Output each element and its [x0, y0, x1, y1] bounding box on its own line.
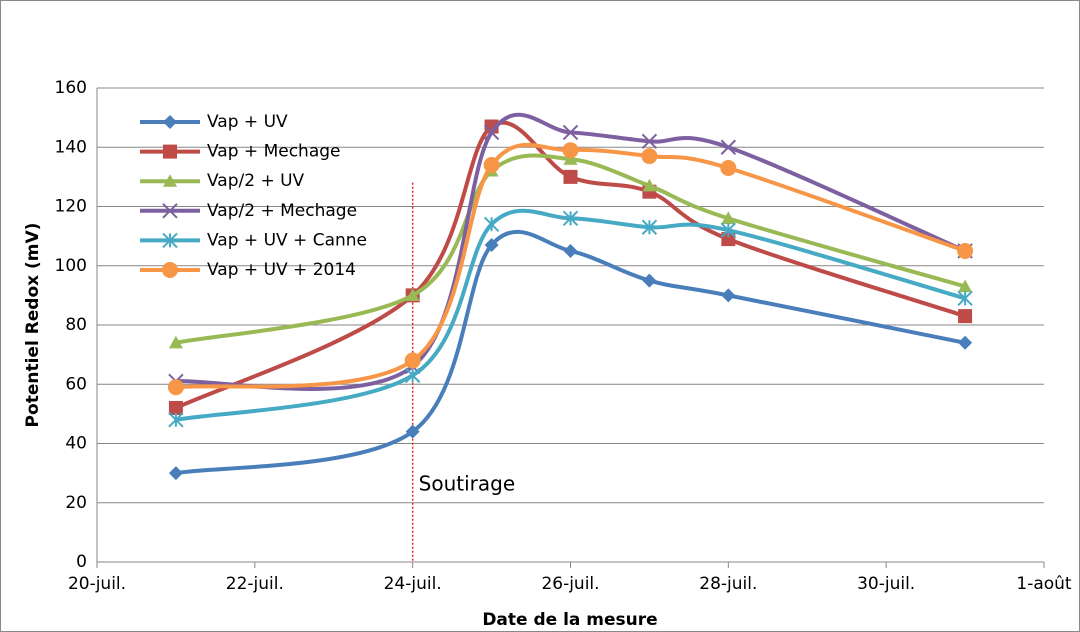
marker — [562, 142, 579, 159]
marker — [163, 115, 177, 129]
y-tick-label: 160 — [55, 78, 87, 98]
marker — [957, 290, 973, 307]
series-line — [175, 112, 966, 391]
marker — [405, 424, 420, 439]
y-tick-label: 60 — [65, 374, 87, 394]
marker — [721, 288, 736, 303]
y-tick-label: 140 — [55, 137, 87, 157]
marker — [484, 238, 499, 253]
x-tick-label: 1-août — [1016, 574, 1072, 594]
x-tick-label: 28-juil. — [699, 574, 757, 594]
legend-label: Vap + UV + Canne — [207, 230, 367, 250]
marker — [720, 159, 737, 176]
legend-label: Vap + UV — [207, 112, 288, 132]
marker — [562, 124, 579, 141]
series-line — [175, 153, 966, 345]
x-tick-label: 30-juil. — [857, 574, 915, 594]
x-axis-label: Date de la mesure — [482, 610, 657, 630]
marker — [168, 400, 183, 415]
legend-label: Vap + Mechage — [207, 142, 341, 162]
series-line — [175, 229, 966, 476]
x-tick-label: 22-juil. — [226, 574, 284, 594]
y-axis-label: Potentiel Redox (mV) — [23, 223, 43, 428]
marker — [958, 309, 973, 324]
y-tick-label: 120 — [55, 197, 87, 217]
marker — [721, 211, 736, 224]
marker — [958, 335, 973, 350]
marker — [563, 243, 578, 258]
x-tick-label: 24-juil. — [384, 574, 442, 594]
legend-label: Vap/2 + UV — [207, 171, 305, 191]
marker — [483, 216, 500, 232]
marker — [162, 203, 178, 219]
legend-label: Vap/2 + Mechage — [207, 201, 357, 221]
y-tick-label: 80 — [65, 315, 87, 335]
y-tick-label: 0 — [76, 552, 87, 572]
marker — [162, 232, 178, 249]
y-tick-label: 40 — [65, 434, 87, 454]
marker — [720, 139, 737, 155]
annotation-text: Soutirage — [419, 472, 515, 496]
marker — [168, 466, 183, 481]
marker — [641, 148, 658, 165]
marker — [404, 352, 421, 369]
marker — [720, 222, 737, 238]
marker — [563, 152, 578, 165]
marker — [405, 288, 420, 301]
x-tick-label: 26-juil. — [541, 574, 599, 594]
y-tick-label: 100 — [55, 256, 87, 276]
marker — [168, 335, 183, 349]
marker — [404, 367, 421, 384]
marker — [162, 262, 178, 278]
marker — [642, 273, 657, 288]
series-line — [175, 120, 966, 410]
x-tick-label: 20-juil. — [68, 574, 126, 594]
marker — [958, 279, 973, 293]
marker — [721, 232, 736, 247]
marker — [163, 174, 177, 187]
y-tick-label: 20 — [65, 493, 87, 513]
series-line — [175, 142, 966, 390]
marker — [483, 124, 500, 141]
marker — [642, 178, 657, 192]
marker — [641, 133, 658, 150]
series-line — [175, 208, 966, 422]
marker — [957, 242, 974, 259]
marker — [563, 169, 578, 184]
marker — [163, 144, 177, 159]
legend-label: Vap + UV + 2014 — [207, 260, 356, 280]
marker — [168, 412, 184, 428]
marker — [641, 219, 658, 235]
marker — [562, 210, 579, 227]
marker — [167, 379, 184, 396]
marker — [483, 157, 500, 174]
